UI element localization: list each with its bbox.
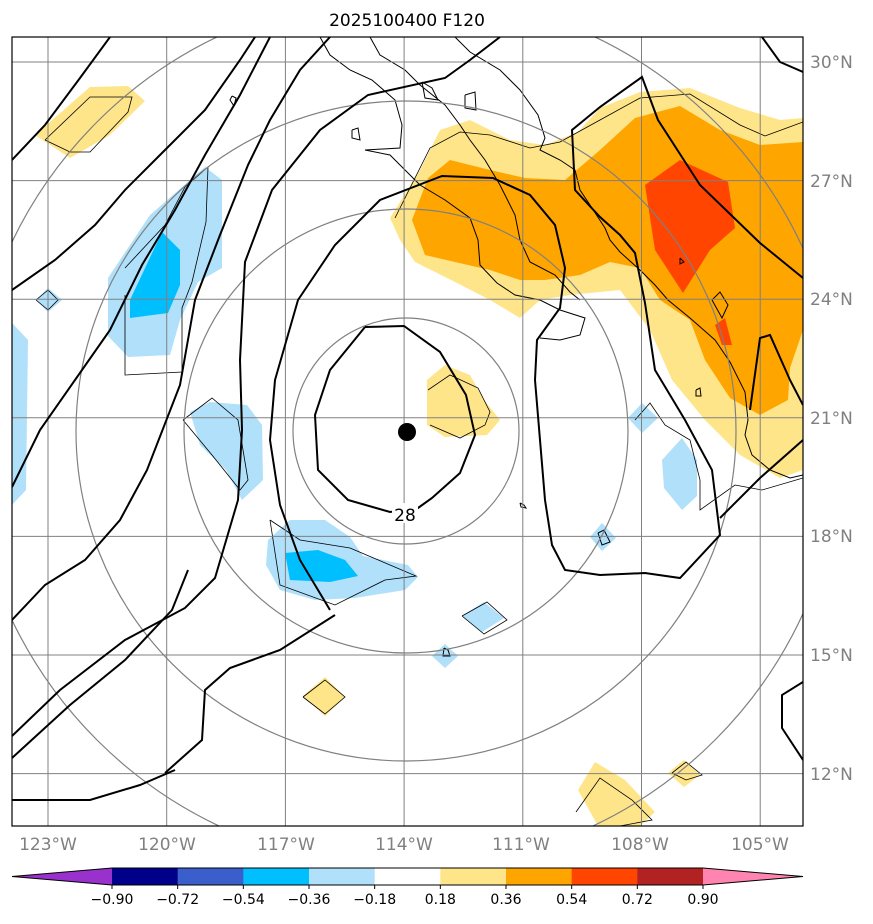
positive-anomaly-patch bbox=[427, 365, 500, 437]
contour-line bbox=[12, 37, 501, 737]
map-frame bbox=[11, 36, 804, 827]
significance-outline bbox=[671, 761, 703, 781]
lat-tick-label: 21°N bbox=[810, 409, 853, 429]
colorbar-tick-label: −0.90 bbox=[91, 892, 134, 908]
contour-line bbox=[12, 37, 111, 161]
negative-anomaly-patch bbox=[12, 323, 28, 505]
lat-tick-label: 18°N bbox=[810, 527, 853, 547]
positive-anomaly-patch bbox=[715, 318, 732, 345]
lon-tick-label: 111°W bbox=[492, 835, 550, 855]
positive-anomaly-patch bbox=[578, 762, 655, 826]
island bbox=[679, 257, 685, 265]
baja-coast-east bbox=[369, 37, 581, 301]
lon-tick-label: 123°W bbox=[19, 835, 77, 855]
significance-outline bbox=[427, 374, 491, 439]
positive-anomaly-patch bbox=[645, 160, 735, 293]
colorbar-segment bbox=[243, 868, 310, 885]
lat-tick-label: 27°N bbox=[810, 172, 853, 192]
contour-line bbox=[268, 75, 803, 611]
contour-28-closed bbox=[313, 324, 477, 514]
colorbar-tick-label: −0.36 bbox=[288, 892, 331, 908]
negative-anomaly-patch bbox=[36, 288, 62, 312]
colorbar-segment bbox=[112, 868, 179, 885]
colorbar-tick-label: 0.36 bbox=[490, 892, 521, 908]
colorbar-tick-label: −0.18 bbox=[353, 892, 396, 908]
lon-tick-label: 117°W bbox=[257, 835, 315, 855]
contour-line bbox=[749, 333, 803, 411]
contour-line bbox=[781, 681, 803, 761]
negative-anomaly-patch bbox=[190, 402, 263, 500]
island bbox=[421, 81, 439, 101]
lon-tick-label: 108°W bbox=[611, 835, 669, 855]
significance-outline bbox=[35, 289, 59, 311]
colorbar-segment bbox=[637, 868, 704, 885]
positive-anomaly-patch bbox=[35, 86, 145, 158]
colorbar-segment bbox=[177, 868, 244, 885]
significance-outline bbox=[461, 601, 508, 635]
gridlines bbox=[12, 37, 803, 826]
baja-coast-west bbox=[319, 37, 586, 341]
colorbar: −0.90 −0.72 −0.54 −0.36 −0.18 0.18 0.36 0.54 0.7… bbox=[11, 867, 804, 908]
significance-outline bbox=[182, 397, 249, 491]
significance-outline bbox=[302, 679, 346, 715]
colorbar-segment bbox=[571, 868, 638, 885]
negative-anomaly-patch bbox=[462, 602, 504, 632]
colorbar-segment bbox=[309, 868, 376, 885]
contour-line bbox=[12, 769, 176, 801]
negative-anomaly-patch bbox=[662, 438, 697, 510]
colorbar-tick-label: 0.54 bbox=[556, 892, 587, 908]
mainland-coast bbox=[454, 37, 803, 479]
colorbar-tick-label: 0.72 bbox=[622, 892, 653, 908]
map-plot-area: 28 bbox=[12, 37, 803, 826]
colorbar-tick-label: −0.72 bbox=[156, 892, 199, 908]
significance-outline bbox=[124, 166, 209, 376]
significance-outline bbox=[394, 93, 803, 219]
contour-line bbox=[719, 439, 803, 519]
lon-tick-label: 120°W bbox=[138, 835, 196, 855]
lat-tick-label: 24°N bbox=[810, 290, 853, 310]
island bbox=[711, 291, 729, 320]
colorbar-extend-high bbox=[703, 868, 803, 885]
storm-center-marker bbox=[398, 423, 416, 441]
contour-label: 28 bbox=[394, 506, 416, 526]
island bbox=[351, 127, 361, 141]
contour-line bbox=[761, 37, 803, 73]
colorbar-segment bbox=[374, 868, 441, 885]
colorbar-tick-label: −0.54 bbox=[222, 892, 265, 908]
colorbar-tick-label: 0.18 bbox=[425, 892, 456, 908]
negative-anomaly-core bbox=[130, 232, 180, 318]
island bbox=[464, 91, 477, 111]
lat-tick-label: 12°N bbox=[810, 765, 853, 785]
colorbar-segment bbox=[440, 868, 507, 885]
lat-tick-label: 15°N bbox=[810, 646, 853, 666]
lat-tick-label: 30°N bbox=[810, 53, 853, 73]
contour-line bbox=[12, 37, 271, 488]
bold-contours bbox=[12, 37, 803, 801]
distance-ring bbox=[292, 317, 520, 545]
island bbox=[695, 387, 702, 397]
lon-tick-label: 105°W bbox=[731, 835, 789, 855]
negative-anomaly-core bbox=[285, 550, 358, 582]
distance-ring bbox=[75, 100, 737, 762]
significance-outline bbox=[634, 402, 803, 511]
colorbar-segment bbox=[506, 868, 573, 885]
latitude-axis: 30°N 27°N 24°N 21°N 18°N 15°N 12°N bbox=[810, 53, 853, 785]
significance-outline bbox=[269, 519, 418, 606]
contour-line bbox=[164, 614, 336, 774]
contour-label-bg bbox=[392, 503, 418, 523]
contour-line bbox=[12, 37, 331, 621]
colorbar-tick-label: 0.90 bbox=[687, 892, 718, 908]
distance-ring bbox=[183, 208, 629, 654]
longitude-axis: 123°W 120°W 117°W 114°W 111°W 108°W 105°… bbox=[19, 835, 789, 855]
contour-line bbox=[12, 569, 189, 759]
colorbar-extend-low bbox=[12, 868, 112, 885]
chart-title: 2025100400 F120 bbox=[329, 11, 485, 31]
island bbox=[597, 529, 611, 546]
lon-tick-label: 114°W bbox=[375, 835, 433, 855]
contour-line bbox=[12, 37, 256, 291]
distance-rings bbox=[12, 37, 803, 826]
